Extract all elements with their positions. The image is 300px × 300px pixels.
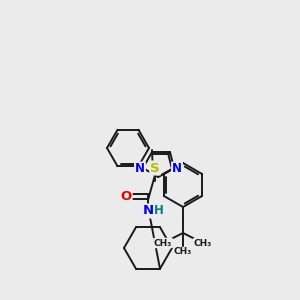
- Text: N: N: [135, 163, 145, 176]
- Text: S: S: [150, 161, 160, 175]
- Text: N: N: [142, 205, 154, 218]
- Text: CH₃: CH₃: [174, 248, 192, 256]
- Text: N: N: [172, 163, 182, 176]
- Text: CH₃: CH₃: [194, 238, 212, 247]
- Text: H: H: [154, 203, 164, 217]
- Text: O: O: [120, 190, 132, 202]
- Text: CH₃: CH₃: [154, 238, 172, 247]
